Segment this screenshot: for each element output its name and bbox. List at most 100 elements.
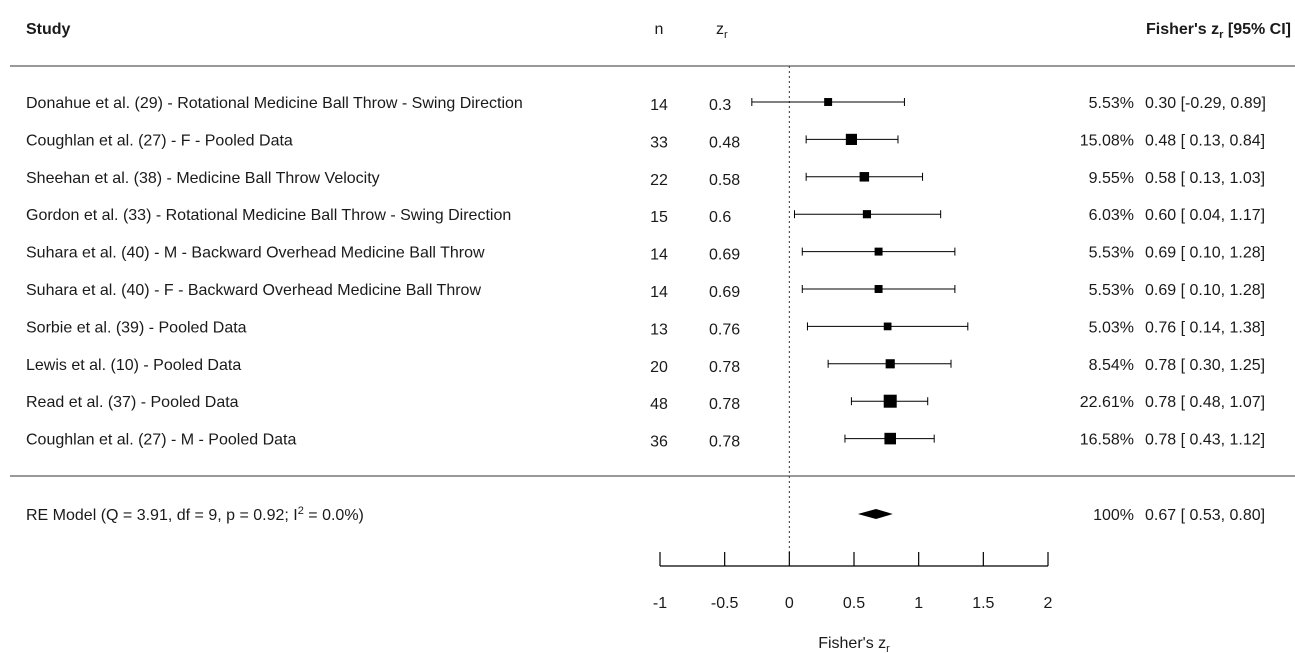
study-zr: 0.6 [709, 209, 731, 226]
header-ci-suffix: [95% CI] [1223, 21, 1291, 38]
study-ci-text: 0.78 [ 0.43, 1.12] [1145, 432, 1265, 449]
study-label: Suhara et al. (40) - F - Backward Overhe… [26, 282, 481, 299]
point-estimate [862, 210, 872, 219]
study-row: Donahue et al. (29) - Rotational Medicin… [26, 95, 1266, 114]
point-estimate [845, 133, 857, 145]
study-row: Coughlan et al. (27) - M - Pooled Data 36… [26, 432, 1265, 451]
study-row: Suhara et al. (40) - M - Backward Overhe… [26, 245, 1265, 264]
study-n: 22 [650, 172, 668, 189]
study-weight: 15.08% [1080, 132, 1134, 149]
summary-label: RE Model (Q = 3.91, df = 9, p = 0.92; I2… [26, 505, 364, 524]
study-weight: 5.53% [1089, 245, 1134, 262]
x-tick-label: 2 [1044, 595, 1053, 612]
header-zr: zr [716, 21, 728, 41]
study-label: Gordon et al. (33) - Rotational Medicine… [26, 207, 511, 224]
study-row: Sheehan et al. (38) - Medicine Ball Thro… [26, 170, 1265, 189]
study-n: 13 [650, 321, 668, 338]
study-weight: 22.61% [1080, 394, 1134, 411]
x-axis-label-sub: r [886, 643, 890, 653]
study-row: Gordon et al. (33) - Rotational Medicine… [26, 207, 1265, 226]
point-estimate [883, 322, 892, 331]
study-row: Lewis et al. (10) - Pooled Data 20 0.78 8.5… [26, 357, 1265, 376]
point-estimate [884, 432, 896, 445]
study-ci-text: 0.78 [ 0.30, 1.25] [1145, 357, 1265, 374]
study-weight: 5.03% [1089, 319, 1134, 336]
study-zr: 0.78 [709, 434, 740, 451]
x-tick-label: 0.5 [843, 595, 865, 612]
study-n: 14 [650, 97, 668, 114]
study-weight: 5.53% [1089, 95, 1134, 112]
summary-row: RE Model (Q = 3.91, df = 9, p = 0.92; I2… [26, 505, 1265, 524]
study-n: 14 [650, 247, 668, 264]
study-label: Lewis et al. (10) - Pooled Data [26, 357, 241, 374]
study-weight: 5.53% [1089, 282, 1134, 299]
x-tick-label: 0 [785, 595, 794, 612]
study-label: Coughlan et al. (27) - M - Pooled Data [26, 432, 296, 449]
study-ci-text: 0.76 [ 0.14, 1.38] [1145, 319, 1265, 336]
point-estimate [859, 172, 870, 182]
study-n: 15 [650, 209, 668, 226]
study-n: 36 [650, 434, 668, 451]
study-n: 33 [650, 134, 668, 151]
header-ci-prefix: Fisher's z [1146, 21, 1219, 38]
study-ci-text: 0.69 [ 0.10, 1.28] [1145, 245, 1265, 262]
study-weight: 16.58% [1080, 432, 1134, 449]
study-zr: 0.78 [709, 359, 740, 376]
x-tick-label: 1 [914, 595, 923, 612]
header-ci: Fisher's zr [95% CI] [1146, 21, 1291, 41]
study-ci-text: 0.78 [ 0.48, 1.07] [1145, 394, 1265, 411]
summary-weight: 100% [1093, 507, 1134, 524]
x-axis-label: Fisher's zr [818, 635, 890, 653]
study-ci-text: 0.58 [ 0.13, 1.03] [1145, 170, 1265, 187]
point-estimate [885, 359, 895, 369]
header-zr-sub: r [724, 29, 728, 41]
header-study: Study [26, 21, 71, 38]
study-row: Coughlan et al. (27) - F - Pooled Data 33… [26, 132, 1265, 151]
point-estimate [824, 98, 833, 106]
study-weight: 8.54% [1089, 357, 1134, 374]
study-zr: 0.58 [709, 172, 740, 189]
study-ci-text: 0.60 [ 0.04, 1.17] [1145, 207, 1265, 224]
study-row: Read et al. (37) - Pooled Data 48 0.78 22.6… [26, 394, 1265, 413]
study-row: Sorbie et al. (39) - Pooled Data 13 0.76 5.… [26, 319, 1265, 338]
summary-label-prefix: RE Model (Q = 3.91, df = 9, p = 0.92; I [26, 507, 298, 524]
summary-ci-text: 0.67 [ 0.53, 0.80] [1145, 507, 1265, 524]
study-label: Donahue et al. (29) - Rotational Medicin… [26, 95, 523, 112]
study-weight: 9.55% [1089, 170, 1134, 187]
study-n: 48 [650, 396, 668, 413]
study-zr: 0.78 [709, 396, 740, 413]
summary-label-sup: 2 [298, 505, 304, 517]
study-label: Suhara et al. (40) - M - Backward Overhe… [26, 245, 485, 262]
x-tick-label: -1 [653, 595, 667, 612]
point-estimate [874, 247, 883, 256]
study-ci-text: 0.30 [-0.29, 0.89] [1145, 95, 1266, 112]
study-label: Coughlan et al. (27) - F - Pooled Data [26, 132, 293, 149]
study-label: Sorbie et al. (39) - Pooled Data [26, 319, 247, 336]
x-tick-label: -0.5 [711, 595, 739, 612]
study-n: 14 [650, 284, 668, 301]
study-rows: Donahue et al. (29) - Rotational Medicin… [26, 95, 1266, 451]
study-zr: 0.3 [709, 97, 731, 114]
study-weight: 6.03% [1089, 207, 1134, 224]
point-estimate [883, 394, 897, 408]
x-axis: -1 -0.5 0 0.5 1 1.5 2 [653, 552, 1053, 612]
study-label: Read et al. (37) - Pooled Data [26, 394, 239, 411]
study-zr: 0.76 [709, 321, 740, 338]
study-ci-text: 0.48 [ 0.13, 0.84] [1145, 132, 1265, 149]
header-ci-sub: r [1219, 29, 1224, 41]
x-tick-label: 1.5 [972, 595, 994, 612]
study-n: 20 [650, 359, 668, 376]
header-n: n [655, 21, 664, 38]
summary-diamond [857, 509, 893, 519]
study-label: Sheehan et al. (38) - Medicine Ball Thro… [26, 170, 380, 187]
header-row: Study n zr Fisher's zr [95% CI] [26, 21, 1291, 41]
summary-label-suffix: = 0.0%) [304, 507, 364, 524]
study-ci-text: 0.69 [ 0.10, 1.28] [1145, 282, 1265, 299]
header-zr-main: z [716, 21, 724, 38]
study-row: Suhara et al. (40) - F - Backward Overhe… [26, 282, 1265, 301]
study-zr: 0.69 [709, 284, 740, 301]
x-axis-label-prefix: Fisher's z [818, 635, 886, 652]
study-zr: 0.69 [709, 247, 740, 264]
study-zr: 0.48 [709, 134, 740, 151]
